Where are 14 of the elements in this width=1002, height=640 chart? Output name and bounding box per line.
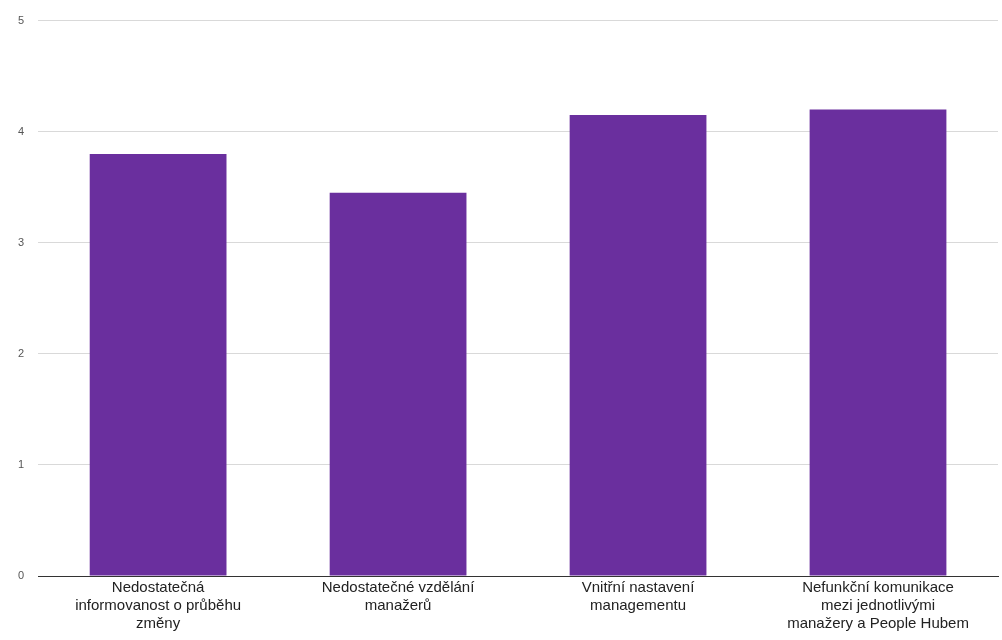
bar xyxy=(569,115,707,576)
x-tick-label: Nedostatečná informovanost o průběhu změny xyxy=(75,578,242,632)
x-tick-label: Nefunkční komunikace mezi jednotlivými manažery a People Hubem xyxy=(787,578,969,632)
y-tick-label: 4 xyxy=(17,124,25,137)
y-tick-label: 2 xyxy=(17,346,25,359)
y-tick-label: 1 xyxy=(17,457,25,470)
x-tick-label: Vnitřní nastavení managementu xyxy=(581,578,696,614)
y-tick-label: 0 xyxy=(17,569,25,582)
bar xyxy=(809,109,947,576)
y-tick-label: 5 xyxy=(17,13,25,26)
bar xyxy=(329,192,467,576)
x-tick-label: Nedostatečné vzdělání manažerů xyxy=(321,578,476,614)
y-tick-label: 3 xyxy=(17,235,25,248)
bar xyxy=(89,153,227,576)
